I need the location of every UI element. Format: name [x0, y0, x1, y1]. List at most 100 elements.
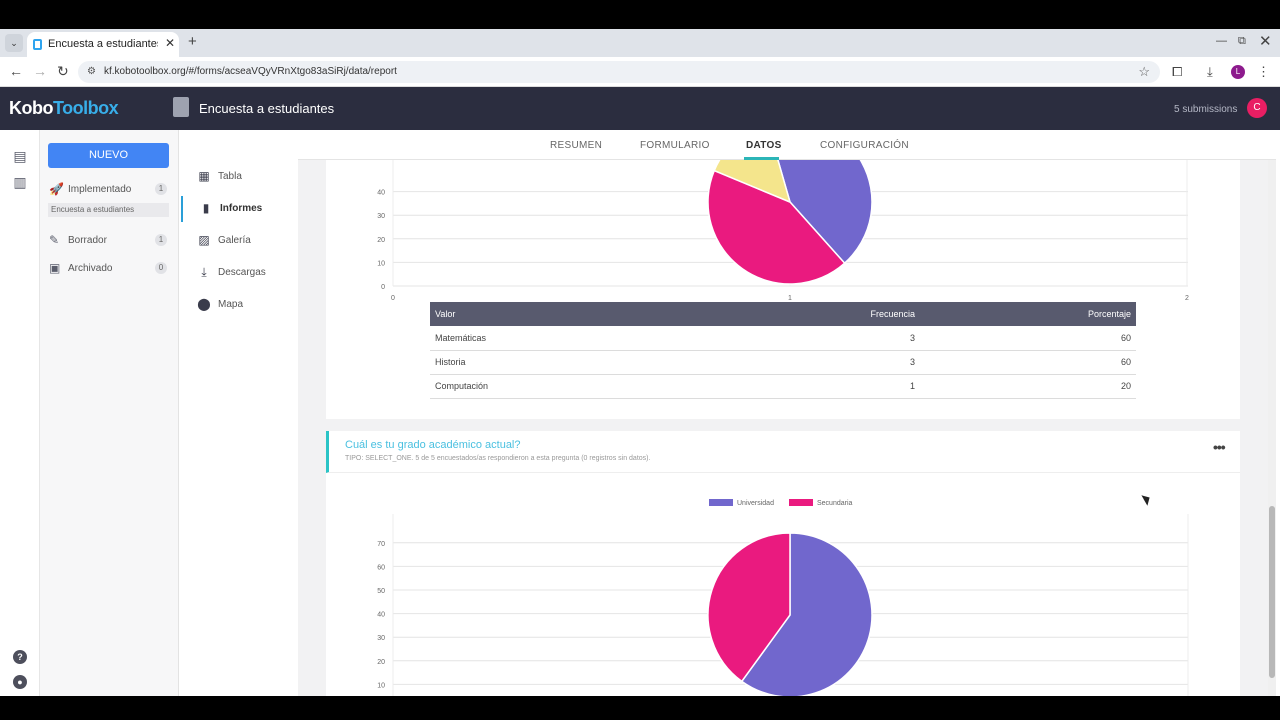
- legend-item-2[interactable]: Secundaria: [789, 499, 852, 507]
- x-tick-label: 1: [788, 295, 792, 300]
- browser-profile-avatar[interactable]: L: [1231, 65, 1245, 79]
- y-tick-label: 40: [377, 612, 385, 619]
- close-icon[interactable]: ✕: [165, 36, 176, 50]
- frequency-table: Valor Frecuencia Porcentaje Matemáticas …: [430, 302, 1136, 399]
- table-cell: 60: [920, 350, 1136, 375]
- sidebar-item-label: Implementado: [68, 184, 132, 195]
- subnav-label: Descargas: [218, 267, 266, 278]
- url-field[interactable]: ⚙ kf.kobotoolbox.org/#/forms/acseaVQyVRn…: [78, 61, 1160, 83]
- question-header: Cuál es tu grado académico actual? TIPO:…: [326, 431, 1240, 473]
- scroll-thumb[interactable]: [1269, 506, 1275, 678]
- sidebar-item-archived[interactable]: ▣ Archivado 0: [49, 261, 171, 277]
- forward-icon[interactable]: →: [33, 63, 47, 79]
- column-header: Valor: [430, 302, 720, 326]
- back-icon[interactable]: ←: [9, 63, 23, 79]
- y-tick-label: 0: [381, 284, 385, 291]
- question-card-1: 0 10 20 30 40 0 1 2 Valor Frecuencia Porcentaje…: [326, 160, 1240, 419]
- pie-slice: [740, 532, 873, 696]
- tab-summary[interactable]: RESUMEN: [550, 140, 603, 151]
- restore-icon[interactable]: ⧉: [1238, 35, 1246, 47]
- tab-title: Encuesta a estudiantes |: [48, 38, 158, 50]
- x-tick-label: 0: [391, 295, 395, 300]
- y-tick-label: 30: [377, 213, 385, 220]
- scrollbar[interactable]: [1268, 160, 1276, 696]
- table-cell: 60: [920, 326, 1136, 351]
- count-badge: 1: [155, 234, 167, 246]
- draft-icon: ✎: [49, 233, 60, 247]
- logo-prefix: Kobo: [9, 98, 53, 118]
- archive-icon: ▣: [49, 261, 61, 275]
- icon-rail: ▤ ▥ ? ●: [0, 130, 40, 696]
- tab-data[interactable]: DATOS: [746, 140, 782, 151]
- tab-form[interactable]: FORMULARIO: [640, 140, 710, 151]
- image-icon: ▨: [198, 233, 210, 247]
- legend-item-1[interactable]: Universidad: [709, 499, 774, 507]
- subnav-item-reports[interactable]: ▮ Informes: [181, 196, 298, 222]
- column-header: Frecuencia: [720, 302, 920, 326]
- close-window-icon[interactable]: ✕: [1259, 33, 1272, 50]
- legend-swatch: [789, 499, 813, 506]
- count-badge: 0: [155, 262, 167, 274]
- submissions-count: 5 submissions: [1174, 104, 1238, 115]
- plus-icon[interactable]: +: [188, 33, 197, 50]
- download-icon: ⤓: [201, 265, 207, 279]
- kobo-logo[interactable]: KoboToolbox: [9, 98, 119, 119]
- legend-label: Secundaria: [817, 500, 853, 507]
- subnav-item-downloads[interactable]: ⤓ Descargas: [181, 260, 298, 286]
- site-info-icon[interactable]: ⚙: [87, 66, 96, 77]
- help-icon[interactable]: ?: [13, 650, 27, 664]
- sidebar-item-label: Borrador: [68, 235, 107, 246]
- y-tick-label: 10: [377, 260, 385, 267]
- sidebar-item-deployed[interactable]: 🚀 Implementado 1: [49, 182, 171, 198]
- url-text: kf.kobotoolbox.org/#/forms/acseaVQyVRnXt…: [104, 66, 397, 77]
- table-cell: 3: [720, 350, 920, 375]
- pie-slice: [707, 169, 846, 285]
- download-icon[interactable]: ⤓: [1207, 64, 1213, 79]
- kebab-icon[interactable]: ⋮: [1257, 64, 1270, 79]
- new-project-button[interactable]: NUEVO: [48, 143, 169, 168]
- github-icon[interactable]: ●: [13, 675, 27, 689]
- form-tabs: RESUMEN FORMULARIO DATOS CONFIGURACIÓN: [298, 130, 1276, 160]
- extensions-icon[interactable]: ⧠: [1172, 64, 1183, 79]
- question-title: Cuál es tu grado académico actual?: [345, 439, 521, 451]
- star-icon[interactable]: ☆: [1138, 64, 1150, 79]
- address-bar-row: ← → ↻ ⚙ kf.kobotoolbox.org/#/forms/acsea…: [0, 57, 1280, 87]
- y-tick-label: 10: [377, 682, 385, 689]
- pie-slice: [707, 532, 791, 683]
- table-cell: Computación: [430, 374, 720, 399]
- reload-icon[interactable]: ↻: [57, 63, 69, 79]
- projects-icon[interactable]: ▤: [13, 148, 27, 164]
- active-tab-indicator: [744, 157, 779, 160]
- x-tick-label: 2: [1185, 295, 1189, 300]
- table-cell: 20: [920, 374, 1136, 399]
- subnav-label: Informes: [220, 203, 263, 214]
- y-tick-label: 20: [377, 659, 385, 666]
- y-tick-label: 60: [377, 564, 385, 571]
- pie-slice: [713, 160, 792, 204]
- minimize-icon[interactable]: —: [1216, 35, 1227, 47]
- question-card-2: Cuál es tu grado académico actual? TIPO:…: [326, 431, 1240, 696]
- form-title: Encuesta a estudiantes: [199, 101, 335, 116]
- subnav-item-map[interactable]: ⬤ Mapa: [181, 292, 298, 318]
- table-row: Matemáticas 3 60: [430, 326, 1136, 351]
- form-icon: [173, 97, 189, 117]
- projects-sidebar: NUEVO 🚀 Implementado 1 Encuesta a estudi…: [40, 130, 179, 696]
- browser-tab[interactable]: Encuesta a estudiantes | ✕: [27, 32, 179, 57]
- rocket-icon: 🚀: [49, 182, 64, 196]
- library-icon[interactable]: ▥: [13, 174, 27, 190]
- table-header-row: Valor Frecuencia Porcentaje: [430, 302, 1136, 326]
- subnav-item-gallery[interactable]: ▨ Galería: [181, 228, 298, 254]
- map-pin-icon: ⬤: [197, 297, 211, 311]
- user-avatar[interactable]: C: [1247, 98, 1267, 118]
- tab-settings[interactable]: CONFIGURACIÓN: [820, 140, 909, 151]
- deployed-project-link[interactable]: Encuesta a estudiantes: [48, 203, 169, 217]
- tab-menu-icon[interactable]: ⌄: [5, 34, 23, 52]
- column-header: Porcentaje: [920, 302, 1136, 326]
- sidebar-item-draft[interactable]: ✎ Borrador 1: [49, 233, 171, 249]
- subnav-label: Mapa: [218, 299, 244, 310]
- table-row: Historia 3 60: [430, 350, 1136, 375]
- subnav-item-table[interactable]: ▦ Tabla: [181, 164, 298, 190]
- more-options-icon[interactable]: •••: [1213, 439, 1226, 455]
- legend-swatch: [709, 499, 733, 506]
- pie-slice: [777, 160, 873, 265]
